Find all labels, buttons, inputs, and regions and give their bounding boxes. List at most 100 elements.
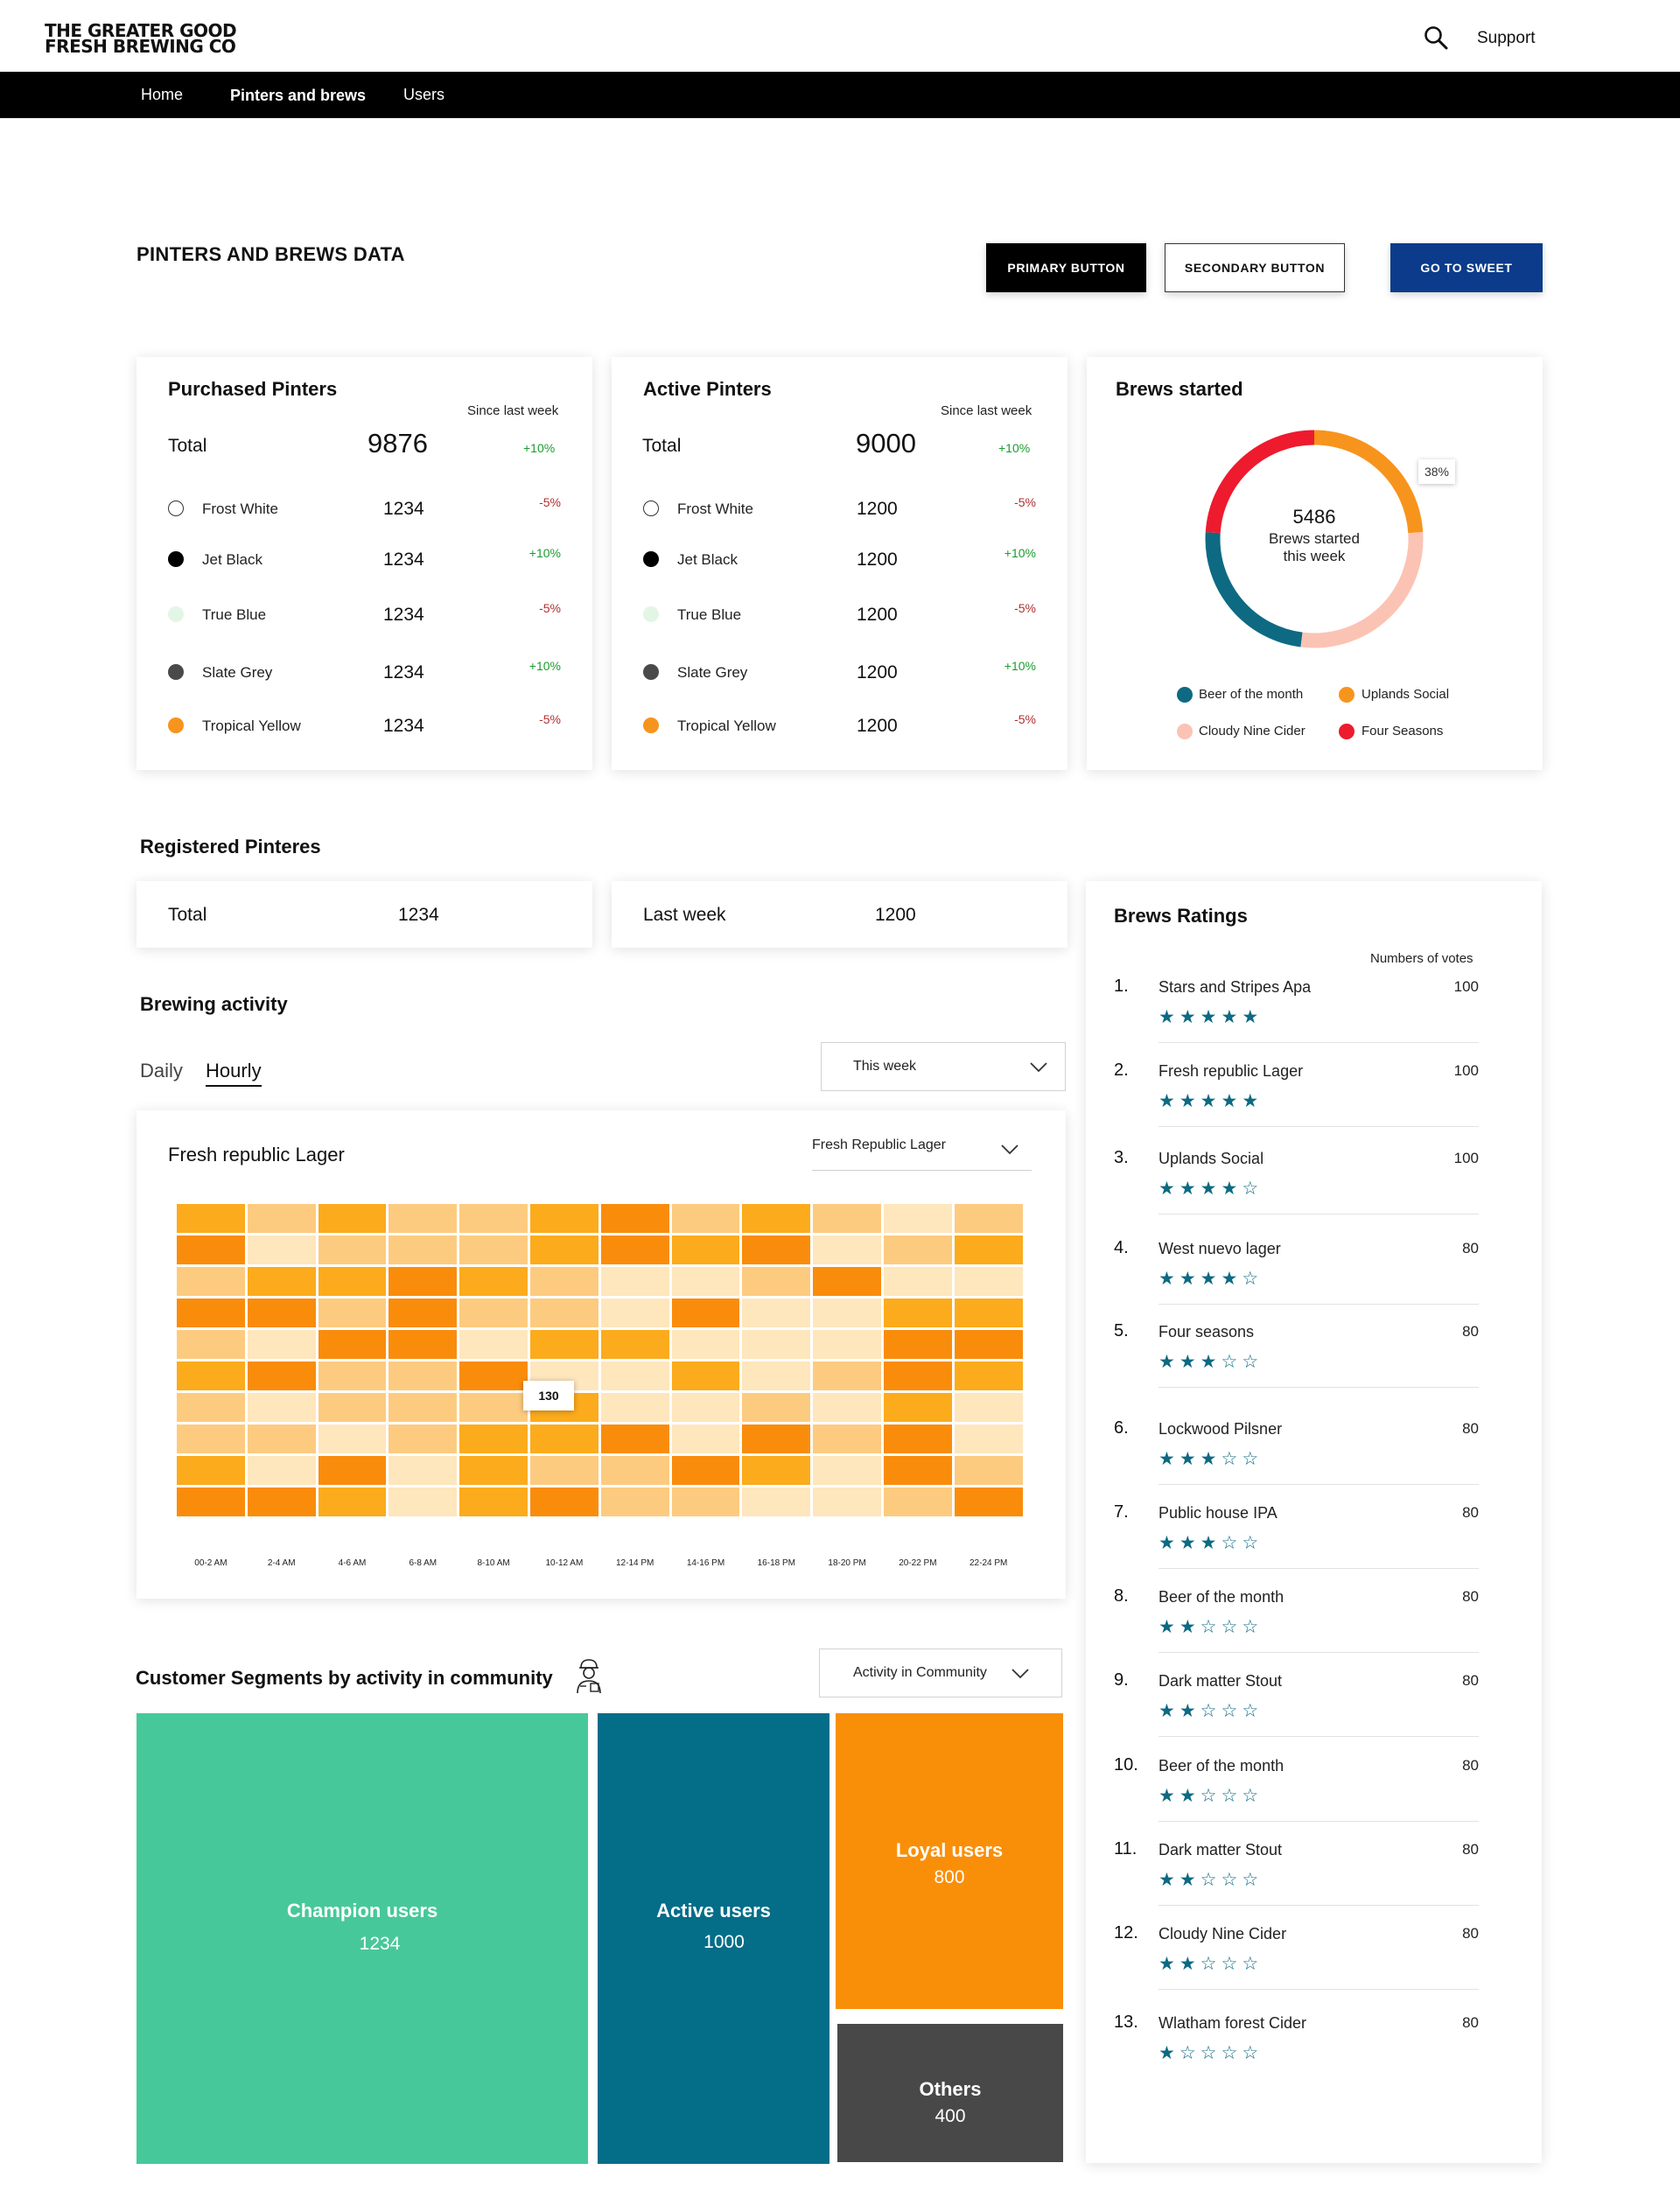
heatmap-cell[interactable] [884,1298,952,1327]
nav-home[interactable]: Home [141,86,184,103]
heatmap-cell[interactable] [177,1267,245,1296]
rating-brew-name[interactable]: Four seasons [1158,1323,1255,1340]
rating-brew-name[interactable]: Cloudy Nine Cider [1158,1925,1287,1942]
heatmap-cell[interactable] [530,1488,598,1516]
heatmap-cell[interactable] [813,1267,881,1296]
heatmap-cell[interactable] [954,1236,1023,1264]
heatmap-cell[interactable] [459,1393,528,1422]
tab-daily[interactable]: Daily [140,1060,183,1082]
heatmap-cell[interactable] [671,1488,740,1516]
heatmap-cell[interactable] [813,1393,881,1422]
secondary-button[interactable]: SECONDARY BUTTON [1165,243,1345,292]
heatmap-cell[interactable] [318,1393,387,1422]
support-link[interactable]: Support [1477,29,1536,47]
heatmap-cell[interactable] [954,1298,1023,1327]
heatmap-cell[interactable] [177,1204,245,1233]
treemap-active-users[interactable]: Active users 1000 [598,1713,830,2164]
heatmap-cell[interactable] [671,1298,740,1327]
rating-brew-name[interactable]: Dark matter Stout [1158,1672,1283,1690]
heatmap-cell[interactable] [671,1424,740,1453]
heatmap-cell[interactable] [459,1236,528,1264]
heatmap-cell[interactable] [954,1362,1023,1390]
primary-button[interactable]: PRIMARY BUTTON [986,243,1146,292]
heatmap-cell[interactable] [388,1204,458,1233]
heatmap-cell[interactable] [388,1330,458,1359]
heatmap-cell[interactable] [459,1362,528,1390]
heatmap-cell[interactable] [177,1393,245,1422]
rating-brew-name[interactable]: Public house IPA [1158,1504,1278,1522]
week-select[interactable]: This week [821,1042,1066,1091]
heatmap-cell[interactable] [671,1236,740,1264]
heatmap-cell[interactable] [884,1488,952,1516]
heatmap-cell[interactable] [247,1330,316,1359]
rating-brew-name[interactable]: Wlatham forest Cider [1158,2014,1307,2032]
search-icon[interactable] [1423,24,1449,51]
heatmap-cell[interactable] [530,1204,598,1233]
heatmap-cell[interactable] [177,1298,245,1327]
heatmap-cell[interactable] [600,1236,669,1264]
treemap-others[interactable]: Others 400 [837,2024,1063,2162]
heatmap-cell[interactable] [388,1267,458,1296]
heatmap-cell[interactable] [954,1456,1023,1485]
heatmap-cell[interactable] [954,1267,1023,1296]
treemap-champion-users[interactable]: Champion users 1234 [136,1713,588,2164]
activity-community-select[interactable]: Activity in Community [819,1648,1062,1698]
heatmap-cell[interactable] [671,1330,740,1359]
heatmap-cell[interactable] [530,1267,598,1296]
heatmap-cell[interactable] [671,1267,740,1296]
heatmap-cell[interactable] [742,1330,811,1359]
heatmap-cell[interactable] [884,1456,952,1485]
heatmap-cell[interactable] [530,1236,598,1264]
heatmap-cell[interactable] [177,1424,245,1453]
heatmap-cell[interactable] [459,1330,528,1359]
heatmap-cell[interactable] [318,1488,387,1516]
heatmap-cell[interactable] [742,1362,811,1390]
heatmap-cell[interactable] [600,1456,669,1485]
heatmap-cell[interactable] [884,1267,952,1296]
heatmap-cell[interactable] [530,1456,598,1485]
heatmap-cell[interactable] [954,1330,1023,1359]
heatmap-cell[interactable] [742,1204,811,1233]
heatmap-cell[interactable] [813,1488,881,1516]
donut-slice-uplands-social[interactable] [1313,430,1424,534]
heatmap-cell[interactable] [600,1298,669,1327]
heatmap-cell[interactable] [318,1236,387,1264]
heatmap-cell[interactable] [459,1267,528,1296]
heatmap-cell[interactable] [600,1330,669,1359]
heatmap-cell[interactable] [177,1236,245,1264]
heatmap-cell[interactable] [742,1456,811,1485]
heatmap-cell[interactable] [388,1424,458,1453]
heatmap-cell[interactable] [177,1362,245,1390]
heatmap-cell[interactable] [954,1393,1023,1422]
heatmap-cell[interactable] [813,1298,881,1327]
heatmap-cell[interactable] [530,1424,598,1453]
heatmap-cell[interactable] [530,1330,598,1359]
nav-users[interactable]: Users [403,86,445,103]
heatmap-cell[interactable] [459,1424,528,1453]
heatmap-cell[interactable] [742,1267,811,1296]
heatmap-cell[interactable] [671,1362,740,1390]
heatmap-cell[interactable] [247,1424,316,1453]
go-to-sweet-button[interactable]: GO TO SWEET [1390,243,1543,292]
treemap-loyal-users[interactable]: Loyal users 800 [836,1713,1063,2009]
heatmap-cell[interactable] [884,1330,952,1359]
rating-brew-name[interactable]: Beer of the month [1158,1757,1284,1774]
heatmap-cell[interactable] [600,1267,669,1296]
heatmap-cell[interactable] [813,1456,881,1485]
heatmap-cell[interactable] [813,1236,881,1264]
heatmap-cell[interactable] [742,1298,811,1327]
heatmap-cell[interactable] [884,1204,952,1233]
heatmap-cell[interactable] [954,1204,1023,1233]
heatmap-cell[interactable] [177,1488,245,1516]
heatmap-cell[interactable] [600,1488,669,1516]
heatmap-cell[interactable] [813,1204,881,1233]
heatmap-cell[interactable] [742,1393,811,1422]
heatmap-cell[interactable] [247,1393,316,1422]
heatmap-cell[interactable] [459,1456,528,1485]
heatmap-cell[interactable] [388,1456,458,1485]
donut-slice-beer-of-the-month[interactable] [1205,532,1303,648]
heatmap-cell[interactable] [671,1456,740,1485]
donut-slice-cloudy-nine-cider[interactable] [1300,532,1424,648]
heatmap-cell[interactable] [742,1236,811,1264]
heatmap-cell[interactable] [247,1362,316,1390]
